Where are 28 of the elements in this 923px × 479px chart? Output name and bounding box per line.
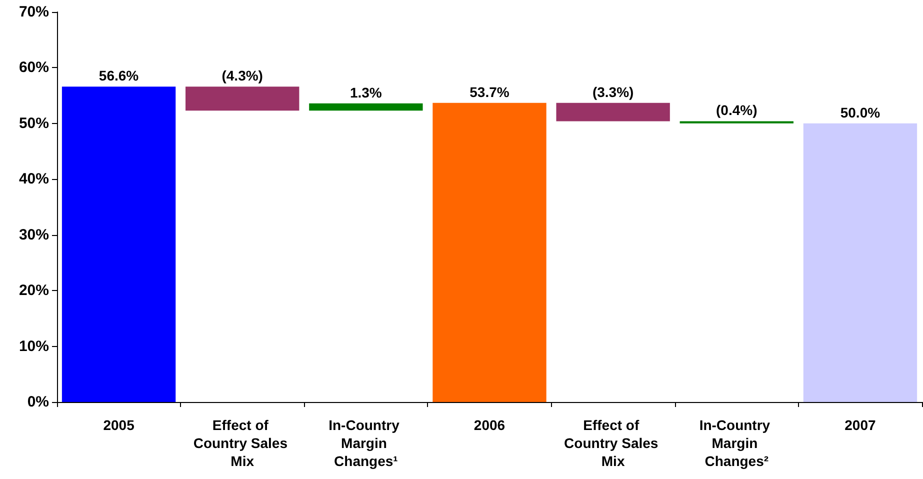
- data-label: 56.6%: [98, 68, 140, 84]
- x-tick-label: In-Country Margin Changes¹: [328, 417, 404, 469]
- y-tick-label: 70%: [18, 4, 49, 20]
- y-tick-label: 40%: [18, 170, 49, 188]
- bar: [62, 86, 176, 402]
- y-tick-label: 50%: [18, 114, 49, 132]
- bar: [803, 123, 918, 402]
- x-tick-label: 2005: [103, 417, 135, 433]
- x-tick-label: Effect of Country Sales Mix: [564, 417, 662, 469]
- data-label: (4.3%): [222, 68, 263, 84]
- data-label: (0.4%): [716, 102, 758, 118]
- x-tick-label: Effect of Country Sales Mix: [193, 417, 292, 469]
- data-label: 53.7%: [470, 84, 510, 100]
- x-tick-label: 2007: [844, 417, 876, 433]
- y-tick-label: 60%: [18, 59, 49, 76]
- bar: [309, 103, 423, 111]
- y-tick-label: 10%: [18, 338, 49, 355]
- bar: [556, 102, 670, 122]
- x-tick-label: 2006: [474, 417, 506, 433]
- y-tick-label: 0%: [27, 394, 49, 410]
- data-label: 1.3%: [350, 84, 382, 100]
- data-label: 50.0%: [840, 104, 881, 120]
- x-tick-label: In-Country Margin Changes²: [699, 417, 774, 469]
- bar: [186, 86, 300, 111]
- y-tick-label: 30%: [18, 226, 49, 244]
- bar: [432, 102, 546, 402]
- y-tick-label: 20%: [18, 282, 49, 300]
- data-label: (3.3%): [592, 84, 634, 100]
